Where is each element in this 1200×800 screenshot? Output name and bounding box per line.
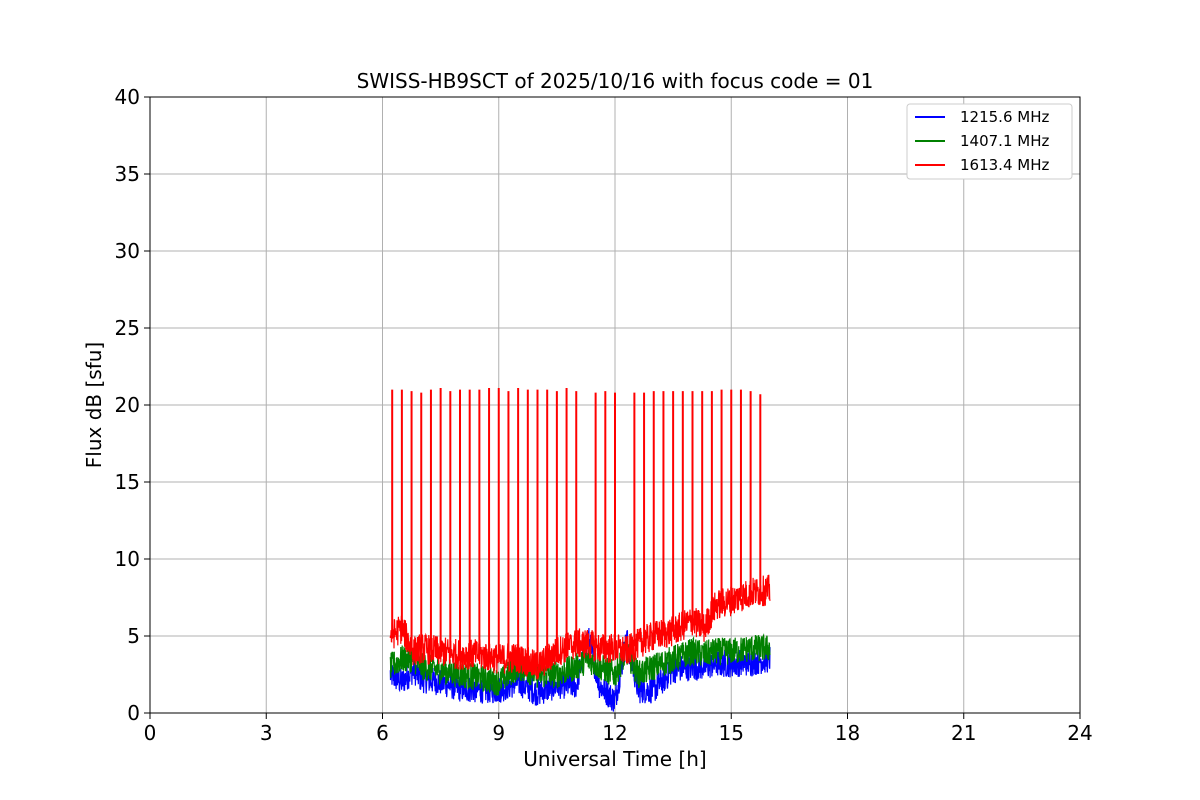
y-tick-label: 35 (115, 162, 140, 186)
y-tick-label: 30 (115, 239, 140, 263)
legend-label-1613: 1613.4 MHz (960, 156, 1049, 174)
x-tick-label: 15 (719, 721, 744, 745)
x-tick-label: 6 (376, 721, 389, 745)
y-tick-label: 0 (127, 701, 140, 725)
chart-title: SWISS-HB9SCT of 2025/10/16 with focus co… (357, 69, 874, 93)
x-tick-label: 0 (144, 721, 157, 745)
x-tick-label: 18 (835, 721, 860, 745)
y-tick-label: 5 (127, 624, 140, 648)
x-tick-label: 21 (951, 721, 976, 745)
x-axis-label: Universal Time [h] (523, 747, 706, 771)
y-tick-label: 20 (115, 393, 140, 417)
x-tick-label: 12 (602, 721, 627, 745)
y-tick-label: 15 (115, 470, 140, 494)
legend-label-1215: 1215.6 MHz (960, 108, 1049, 126)
y-tick-label: 25 (115, 316, 140, 340)
y-axis-label: Flux dB [sfu] (82, 342, 106, 468)
legend: 1215.6 MHz 1407.1 MHz 1613.4 MHz (907, 104, 1072, 179)
x-tick-label: 3 (260, 721, 273, 745)
legend-label-1407: 1407.1 MHz (960, 132, 1049, 150)
y-tick-label: 40 (115, 85, 140, 109)
x-tick-label: 9 (492, 721, 505, 745)
y-tick-label: 10 (115, 547, 140, 571)
x-tick-label: 24 (1067, 721, 1092, 745)
